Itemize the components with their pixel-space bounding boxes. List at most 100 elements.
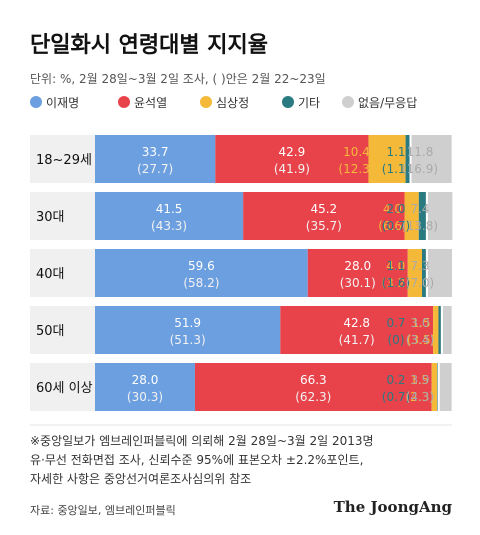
note-line-2: 유·무선 전화면접 조사, 신뢰수준 95%에 표본오차 ±2.2%포인트, [30, 453, 363, 467]
data-label: 11.8 [407, 145, 434, 159]
data-label-previous: (3.4) [406, 333, 434, 347]
bar-segment [95, 306, 281, 354]
bar-row: 30대 41.5 (43.3) 45.2 (35.7) 4.0 (6.6) 2.0 (0.7)7… [30, 192, 453, 240]
segment-gap [425, 249, 428, 297]
legend-swatch [282, 96, 294, 108]
bar-row: 60세 이상 28.0 (30.3) 66.3 (62.3) 1.5 (2.3)0.2 (0.… [30, 363, 452, 411]
data-label: 4.0 [386, 259, 405, 273]
bar-segment [433, 306, 439, 354]
row-label: 50대 [36, 324, 65, 339]
legend-item: 심상정 [200, 96, 249, 110]
bar-segment [307, 249, 408, 297]
data-label: 1.5 [410, 373, 429, 387]
data-label-previous: (30.3) [127, 390, 163, 404]
data-label-previous: (41.9) [274, 162, 310, 176]
data-label: 1.1 [386, 259, 405, 273]
data-label: 2.0 [386, 202, 405, 216]
bar-segment [440, 306, 452, 354]
bar-segment [425, 192, 453, 240]
bar-segment [95, 363, 195, 411]
bar-segment [194, 363, 432, 411]
data-label: 28.0 [132, 373, 159, 387]
bar-segment [437, 363, 438, 411]
note-line-1: ※중앙일보가 엠브레인퍼블릭에 의뢰해 2월 28일~3월 2일 2013명 [30, 434, 374, 448]
data-label-previous: (62.3) [295, 390, 331, 404]
data-label-previous: (6.6) [378, 219, 406, 233]
bar-segment [215, 135, 369, 183]
data-label: 4.0 [383, 202, 402, 216]
legend-swatch [200, 96, 212, 108]
bar-row: 18~29세 33.7 (27.7) 42.9 (41.9) 10.4 (12.3) 1.1 (… [30, 135, 452, 183]
legend-label: 윤석열 [134, 96, 167, 110]
bar-segment [368, 135, 406, 183]
data-label-previous: (0.7) [382, 390, 410, 404]
segment-gap [409, 135, 412, 183]
bar-segment [405, 135, 410, 183]
legend-label: 이재명 [46, 96, 79, 110]
data-label-previous: (51.3) [170, 333, 206, 347]
data-label-previous: (12.3) [338, 162, 374, 176]
data-label: 1.1 [386, 145, 405, 159]
legend-item: 없음/무응답 [342, 96, 417, 110]
data-label-previous: (0.7) [382, 219, 410, 233]
row-label: 40대 [36, 267, 65, 282]
bar-segment [95, 249, 308, 297]
data-label-previous: (27.7) [137, 162, 173, 176]
data-label-previous: (43.3) [151, 219, 187, 233]
note-line-3: 자세한 사항은 중앙선거여론조사심의위 참조 [30, 472, 251, 486]
row-label-bg [30, 306, 95, 354]
data-label-previous: (1.1) [382, 162, 410, 176]
data-label-previous: (13.8) [402, 219, 438, 233]
bar-segment [243, 192, 405, 240]
data-label-previous: (3.5) [407, 333, 435, 347]
source-text: 자료: 중앙일보, 엠브레인퍼블릭 [30, 503, 176, 517]
bar-segment [407, 249, 423, 297]
row-label-bg [30, 135, 95, 183]
data-label-previous: (1.6) [382, 276, 410, 290]
data-label: 45.2 [310, 202, 337, 216]
bar-segment [425, 249, 452, 297]
data-label-previous: (2.3) [405, 390, 433, 404]
brand-logo: The JoongAng [334, 498, 453, 516]
legend-item: 이재명 [30, 96, 79, 110]
data-label: 42.8 [343, 316, 370, 330]
bar-segment [418, 192, 426, 240]
data-label: 1.5 [412, 316, 431, 330]
bar-rows: 18~29세33.7(27.7)42.9(41.9)10.4(12.3)1.1(… [30, 135, 453, 411]
data-label-previous: (35.7) [306, 219, 342, 233]
data-label: 0.7 [386, 316, 405, 330]
bar-segment [431, 363, 438, 411]
bar-segment [280, 306, 434, 354]
data-label: 3.0 [410, 316, 429, 330]
data-label: 7.3 [410, 259, 429, 273]
data-label: 51.9 [174, 316, 201, 330]
legend-label: 없음/무응답 [358, 96, 417, 110]
legend-label: 심상정 [216, 96, 249, 110]
data-label: 10.4 [343, 145, 370, 159]
data-label-previous: (7.0) [406, 276, 434, 290]
legend: 이재명 윤석열 심상정 기타 없음/무응답 [30, 96, 417, 110]
row-label-bg [30, 192, 95, 240]
bar-segment [404, 192, 419, 240]
data-label-previous: (16.9) [402, 162, 438, 176]
segment-gap [425, 192, 428, 240]
data-label-previous: (58.2) [183, 276, 219, 290]
data-label-previous: (0) [388, 333, 405, 347]
bar-row: 40대 59.6 (58.2) 28.0 (30.1) 4.0 (3.2) 1.1 (1.6)7… [30, 249, 452, 297]
data-label: 0.2 [386, 373, 405, 387]
bar-segment [95, 135, 216, 183]
chart-title: 단일화시 연령대별 지지율 [30, 33, 268, 58]
data-label-previous: (41.7) [339, 333, 375, 347]
data-label-previous: (30.1) [340, 276, 376, 290]
legend-swatch [30, 96, 42, 108]
segment-gap [440, 306, 443, 354]
data-label: 66.3 [300, 373, 327, 387]
bar-segment [422, 249, 426, 297]
segment-gap [437, 363, 440, 411]
row-label-bg [30, 363, 95, 411]
legend-item: 윤석열 [118, 96, 167, 110]
data-label: 42.9 [279, 145, 306, 159]
chart-subtitle: 단위: %, 2월 28일~3월 2일 조사, ( )안은 2월 22~23일 [30, 72, 326, 86]
row-label: 60세 이상 [36, 381, 93, 396]
